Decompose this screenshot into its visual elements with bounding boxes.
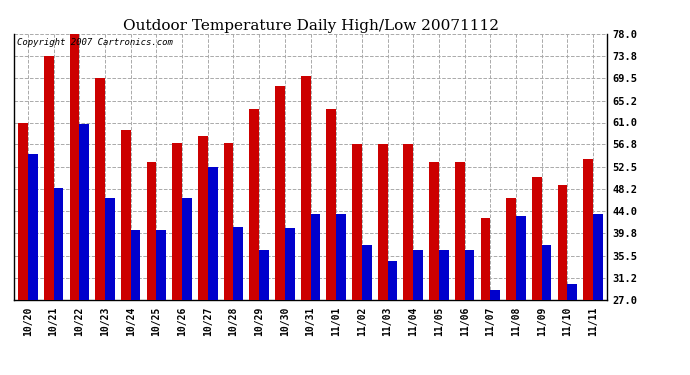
Bar (378, 144, 388, 300)
Bar (182, 198, 192, 300)
Bar (79, 123, 89, 300)
Bar (95, 78, 105, 300)
Bar (532, 177, 542, 300)
Bar (224, 143, 233, 300)
Bar (455, 162, 464, 300)
Bar (336, 214, 346, 300)
Bar (70, 34, 79, 300)
Bar (157, 230, 166, 300)
Title: Outdoor Temperature Daily High/Low 20071112: Outdoor Temperature Daily High/Low 20071… (123, 19, 498, 33)
Bar (542, 245, 551, 300)
Bar (413, 251, 423, 300)
Bar (233, 227, 243, 300)
Bar (259, 251, 269, 300)
Bar (28, 154, 38, 300)
Bar (429, 162, 439, 300)
Bar (18, 123, 28, 300)
Bar (172, 143, 182, 300)
Bar (285, 228, 295, 300)
Bar (439, 251, 449, 300)
Bar (198, 135, 208, 300)
Bar (491, 290, 500, 300)
Bar (352, 144, 362, 300)
Bar (301, 75, 310, 300)
Bar (567, 284, 577, 300)
Bar (362, 245, 372, 300)
Bar (480, 217, 491, 300)
Bar (506, 198, 516, 300)
Bar (388, 261, 397, 300)
Bar (404, 144, 413, 300)
Bar (105, 198, 115, 300)
Bar (310, 214, 320, 300)
Bar (130, 230, 141, 300)
Bar (583, 159, 593, 300)
Bar (121, 130, 130, 300)
Bar (208, 167, 217, 300)
Bar (249, 110, 259, 300)
Bar (44, 56, 54, 300)
Bar (326, 110, 336, 300)
Bar (558, 185, 567, 300)
Bar (516, 216, 526, 300)
Text: Copyright 2007 Cartronics.com: Copyright 2007 Cartronics.com (17, 38, 172, 47)
Bar (464, 251, 475, 300)
Bar (275, 86, 285, 300)
Bar (146, 162, 157, 300)
Bar (593, 214, 603, 300)
Bar (54, 188, 63, 300)
